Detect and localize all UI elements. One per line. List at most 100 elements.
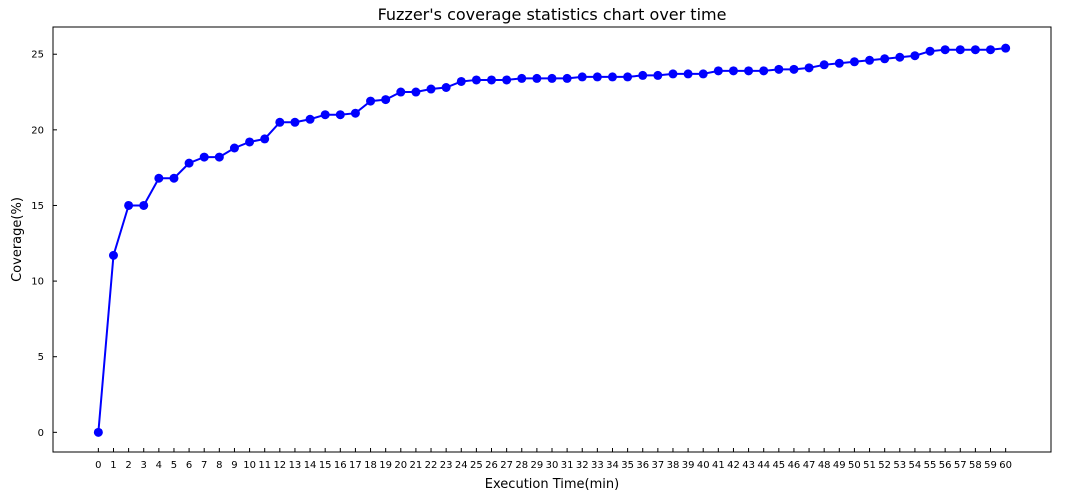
x-tick-label: 15 [319, 460, 332, 471]
x-tick-label: 59 [984, 460, 997, 471]
data-point [335, 110, 345, 120]
x-tick-label: 23 [440, 460, 453, 471]
data-point [214, 152, 224, 162]
data-point [880, 54, 890, 64]
data-point [910, 51, 920, 61]
data-point [834, 58, 844, 68]
x-tick-label: 47 [803, 460, 816, 471]
x-tick-label: 2 [125, 460, 131, 471]
x-tick-label: 30 [546, 460, 559, 471]
x-axis-ticks: 0 1 2 3 4 5 6 7 8 9 10 11 12 13 14 15 16 17 18 19 20 21 22 23 24… [95, 448, 1012, 471]
x-tick-label: 42 [727, 460, 740, 471]
x-tick-label: 11 [258, 460, 271, 471]
data-point [789, 64, 799, 74]
x-tick-label: 56 [939, 460, 952, 471]
x-tick-label: 45 [772, 460, 785, 471]
data-point [804, 63, 814, 73]
x-tick-label: 35 [621, 460, 634, 471]
data-point [547, 73, 557, 83]
data-point [199, 152, 209, 162]
x-axis-label: Execution Time(min) [485, 477, 619, 492]
data-point [698, 69, 708, 79]
data-point [592, 72, 602, 82]
data-point [305, 114, 315, 124]
x-tick-label: 44 [757, 460, 770, 471]
data-point [865, 55, 875, 65]
x-tick-label: 48 [818, 460, 831, 471]
y-tick-label: 5 [38, 352, 44, 363]
x-tick-label: 18 [364, 460, 377, 471]
x-tick-label: 20 [394, 460, 407, 471]
y-tick-label: 0 [38, 428, 44, 439]
x-tick-label: 39 [682, 460, 695, 471]
data-point [986, 45, 996, 55]
x-tick-label: 55 [924, 460, 937, 471]
data-point [396, 87, 406, 97]
x-tick-label: 12 [273, 460, 286, 471]
data-point [562, 73, 572, 83]
data-point [426, 84, 436, 94]
x-tick-label: 19 [379, 460, 392, 471]
data-point [532, 73, 542, 83]
data-point [895, 52, 905, 62]
data-point [245, 137, 255, 147]
x-tick-label: 58 [969, 460, 982, 471]
x-tick-label: 60 [999, 460, 1012, 471]
x-tick-label: 25 [470, 460, 483, 471]
y-axis-label: Coverage(%) [10, 197, 25, 282]
x-tick-label: 16 [334, 460, 347, 471]
data-point [1001, 43, 1011, 53]
data-point [108, 250, 118, 260]
x-tick-label: 33 [591, 460, 604, 471]
data-point [184, 158, 194, 168]
x-tick-label: 28 [515, 460, 528, 471]
data-point [124, 200, 134, 210]
data-point [487, 75, 497, 85]
x-tick-label: 4 [156, 460, 162, 471]
data-point [381, 95, 391, 105]
x-tick-label: 37 [651, 460, 664, 471]
x-tick-label: 54 [909, 460, 922, 471]
x-tick-label: 52 [878, 460, 891, 471]
data-point [169, 173, 179, 183]
data-point [713, 66, 723, 76]
data-point [607, 72, 617, 82]
x-tick-label: 13 [289, 460, 302, 471]
y-tick-label: 25 [31, 50, 44, 61]
x-tick-label: 5 [171, 460, 177, 471]
x-tick-label: 38 [667, 460, 680, 471]
data-point [728, 66, 738, 76]
data-point [456, 76, 466, 86]
coverage-series-points [93, 43, 1011, 437]
x-tick-label: 3 [141, 460, 147, 471]
x-tick-label: 1 [110, 460, 116, 471]
data-point [320, 110, 330, 120]
x-tick-label: 57 [954, 460, 967, 471]
x-tick-label: 49 [833, 460, 846, 471]
x-tick-label: 17 [349, 460, 362, 471]
data-point [623, 72, 633, 82]
data-point [970, 45, 980, 55]
x-tick-label: 51 [863, 460, 876, 471]
x-tick-label: 24 [455, 460, 468, 471]
chart-title: Fuzzer's coverage statistics chart over … [378, 5, 727, 24]
x-tick-label: 53 [893, 460, 906, 471]
data-point [229, 143, 239, 153]
data-point [925, 46, 935, 56]
y-tick-label: 10 [31, 277, 44, 288]
data-point [366, 96, 376, 106]
x-tick-label: 8 [216, 460, 222, 471]
data-point [638, 70, 648, 80]
x-tick-label: 10 [243, 460, 256, 471]
x-tick-label: 32 [576, 460, 589, 471]
y-tick-label: 20 [31, 125, 44, 136]
data-point [139, 200, 149, 210]
data-point [668, 69, 678, 79]
data-point [260, 134, 270, 144]
data-point [577, 72, 587, 82]
data-point [93, 427, 103, 437]
x-tick-label: 21 [410, 460, 423, 471]
